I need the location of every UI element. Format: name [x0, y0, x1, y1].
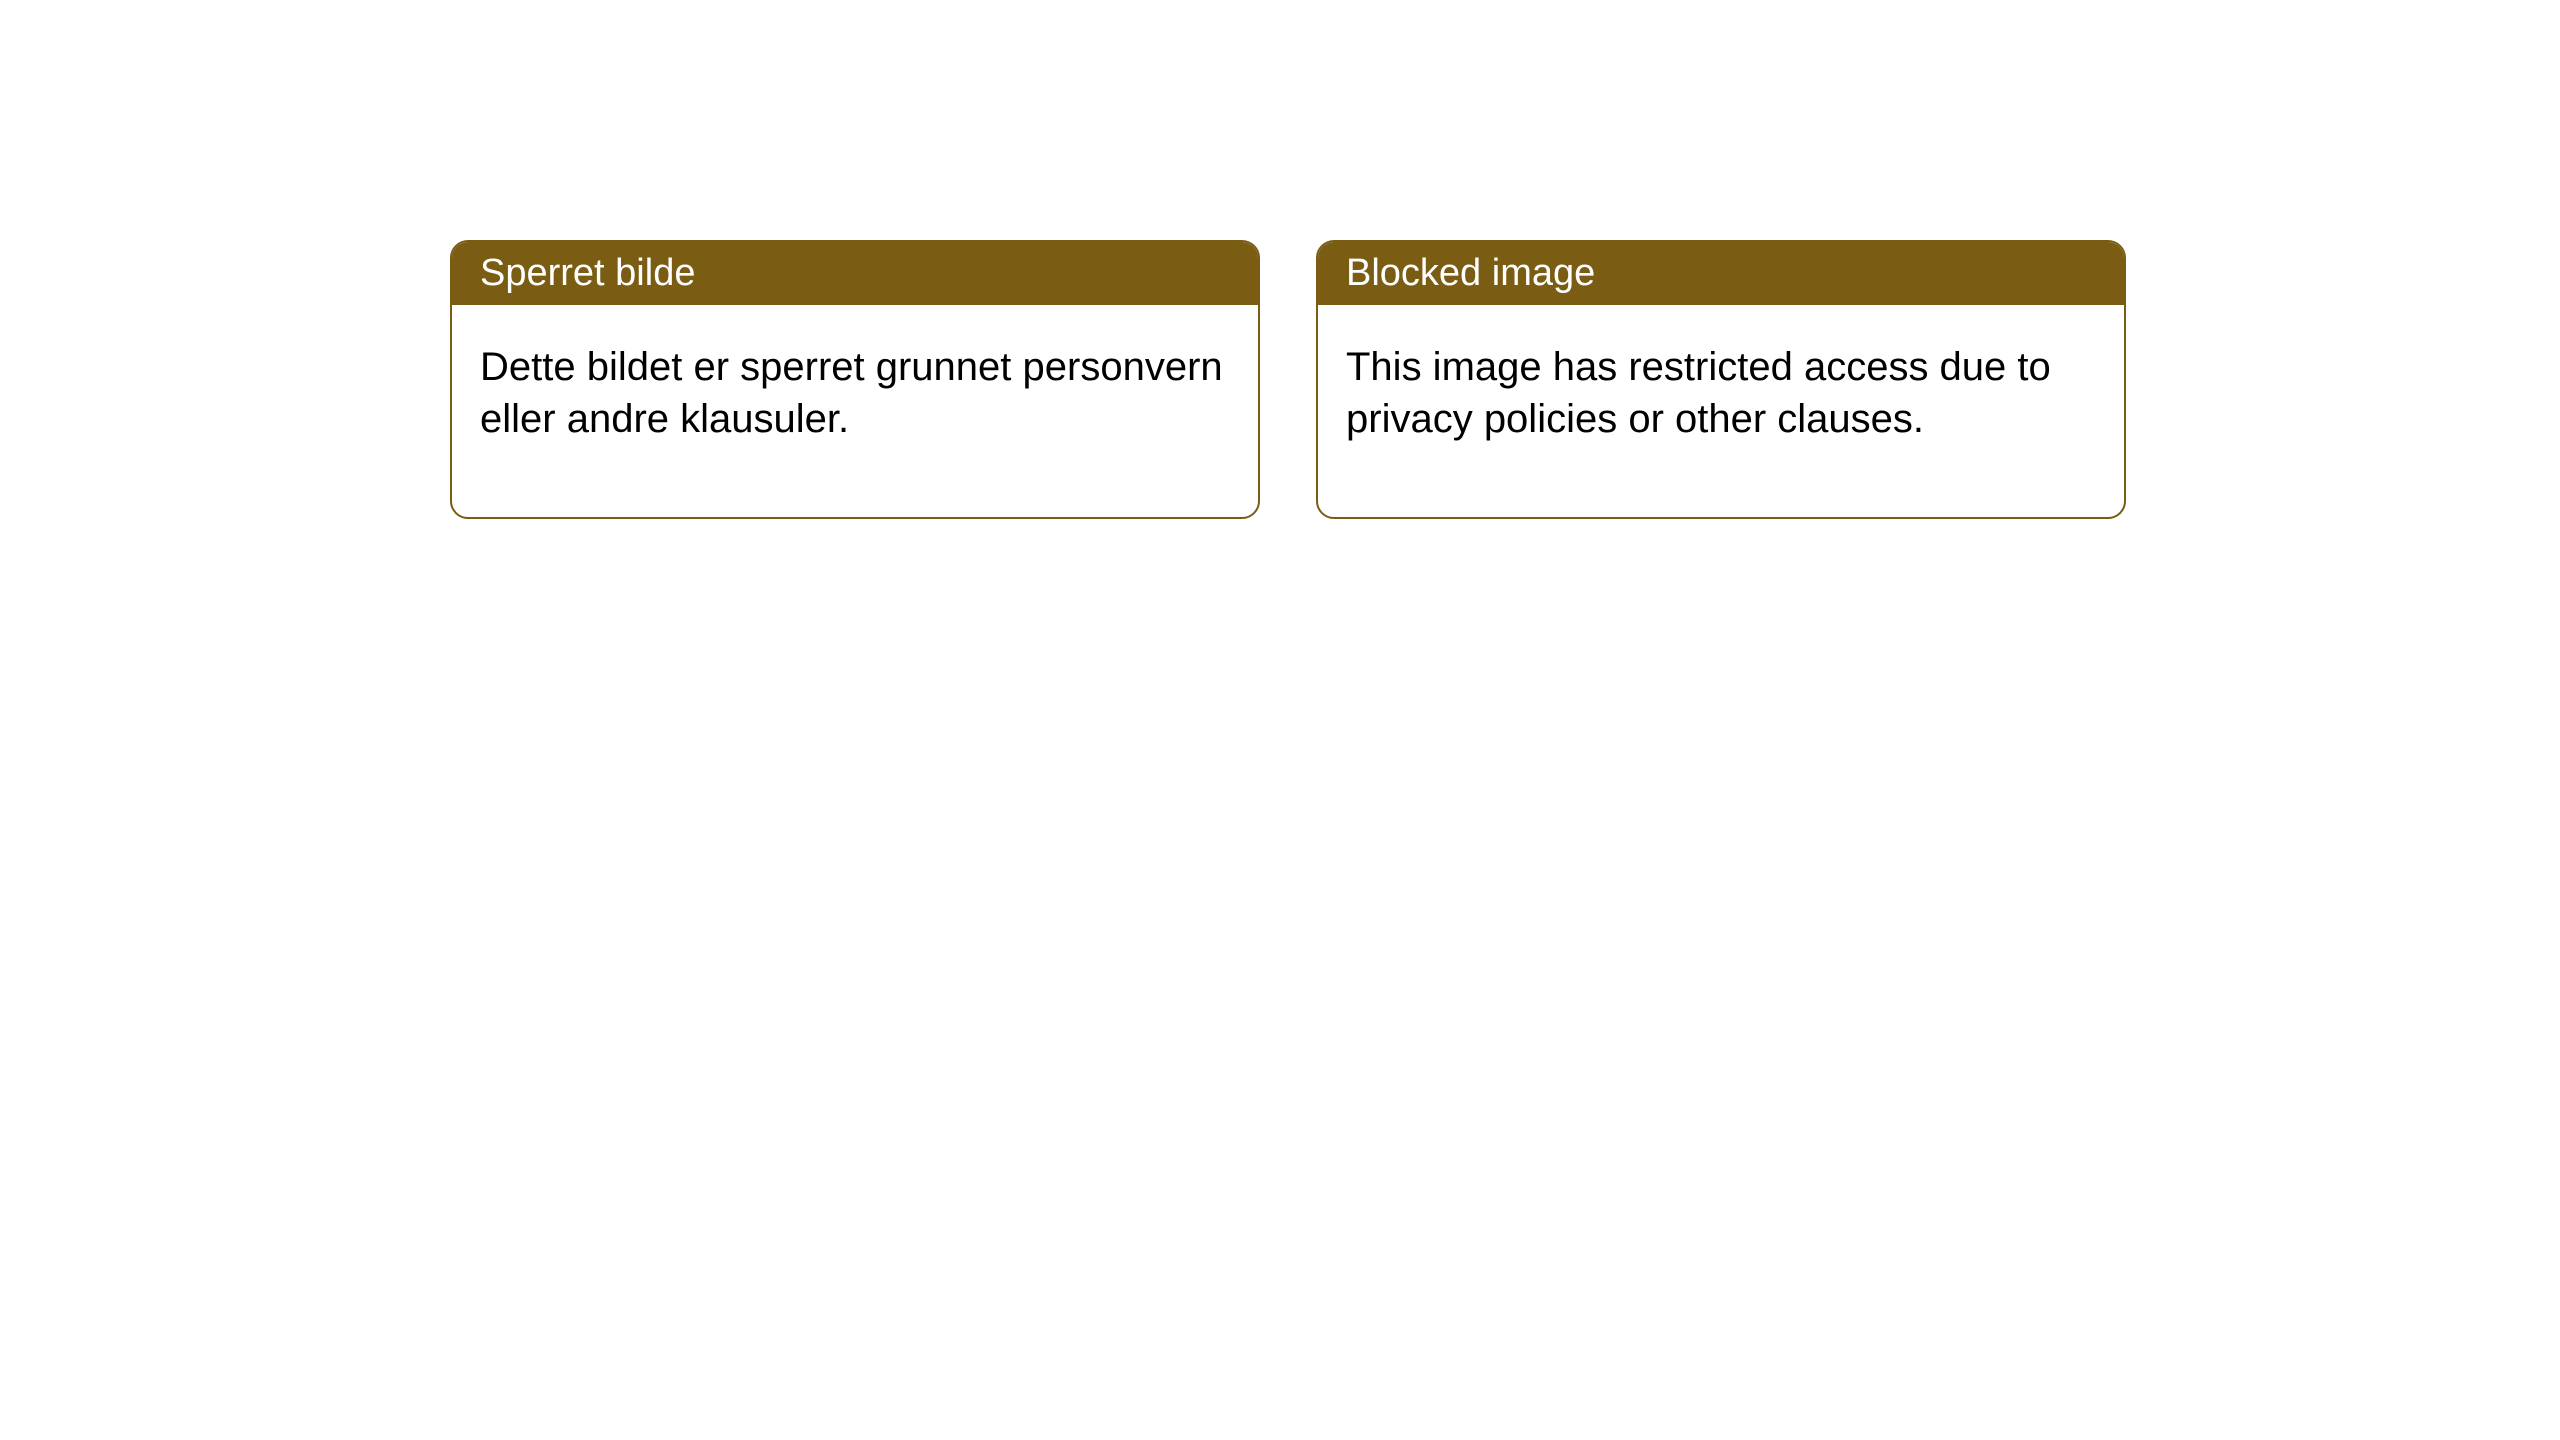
notice-cards-container: Sperret bilde Dette bildet er sperret gr… — [0, 0, 2560, 519]
card-header: Blocked image — [1318, 242, 2124, 305]
card-header: Sperret bilde — [452, 242, 1258, 305]
notice-card-norwegian: Sperret bilde Dette bildet er sperret gr… — [450, 240, 1260, 519]
card-body: Dette bildet er sperret grunnet personve… — [452, 305, 1258, 517]
card-body: This image has restricted access due to … — [1318, 305, 2124, 517]
notice-card-english: Blocked image This image has restricted … — [1316, 240, 2126, 519]
